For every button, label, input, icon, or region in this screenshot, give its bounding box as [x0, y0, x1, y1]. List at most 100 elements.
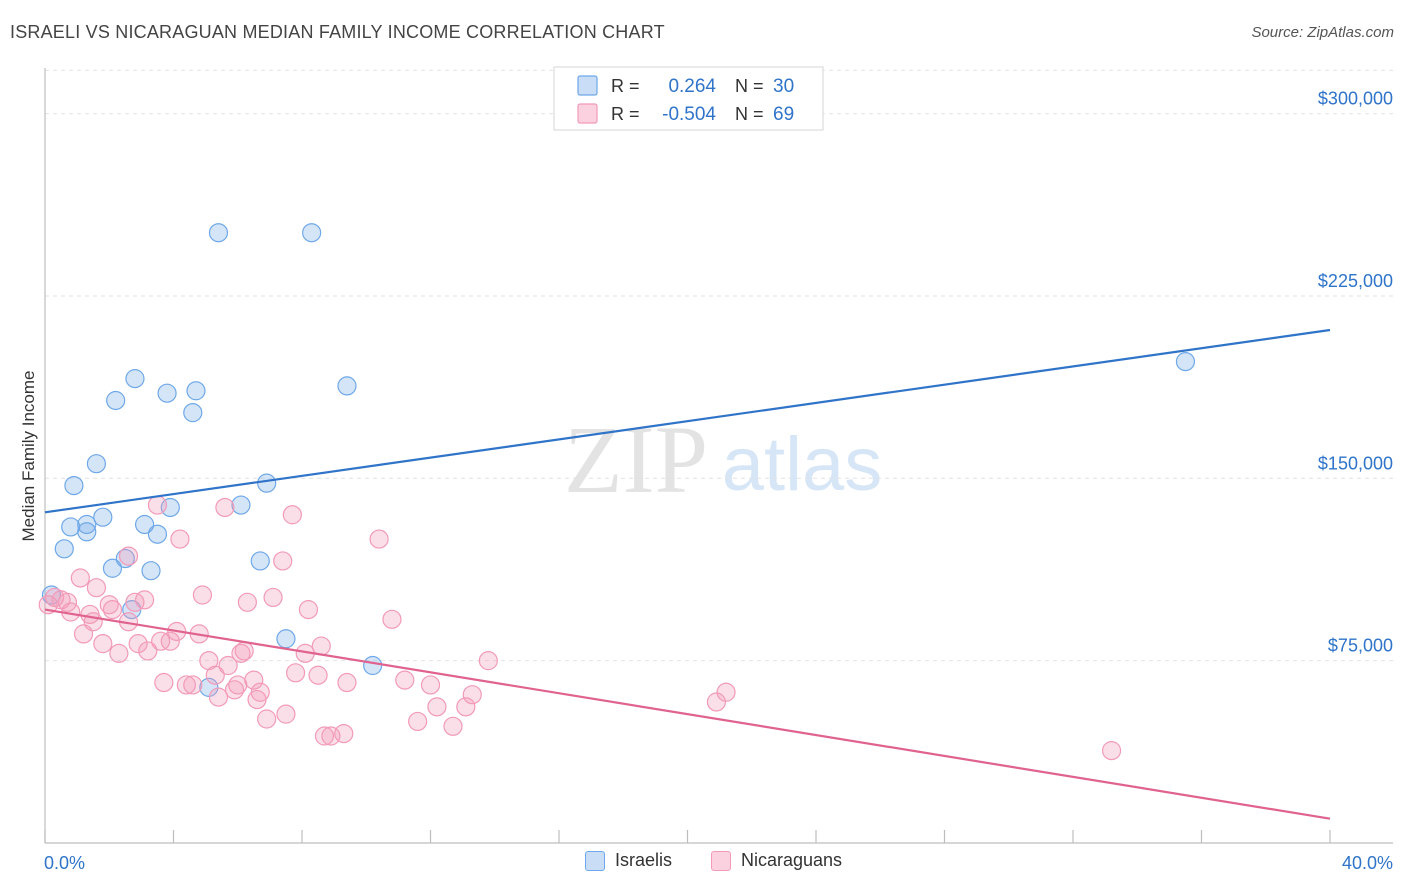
legend-n-value-israelis: 30 [773, 76, 794, 97]
legend-n-value-nicaraguans: 69 [773, 104, 794, 125]
watermark-atlas: atlas [722, 422, 883, 507]
israelis-point [363, 655, 383, 676]
nicaraguans-point [234, 641, 254, 661]
chart-title: ISRAELI VS NICARAGUAN MEDIAN FAMILY INCO… [10, 22, 665, 42]
legend-item-israelis: Israelis [585, 850, 672, 871]
israelis-point [250, 551, 270, 571]
watermark-zip: ZIP [564, 406, 708, 513]
nicaraguans-point [706, 692, 727, 712]
nicaraguans-point [716, 682, 736, 702]
nicaraguans-point [176, 675, 196, 695]
legend-swatch-nicaraguans [577, 103, 598, 124]
nicaraguans-points [38, 495, 1122, 761]
nicaraguans-point [208, 687, 229, 707]
nicaraguans-point [228, 675, 248, 695]
y-tick-label: $75,000 [1328, 636, 1393, 656]
nicaraguans-point [244, 670, 264, 690]
israelis-point [86, 454, 107, 474]
nicaraguans-point [147, 495, 168, 515]
israelis-point [337, 376, 357, 396]
nicaraguans-point [160, 631, 180, 651]
nicaraguans-point [462, 685, 482, 705]
nicaraguans-point [192, 585, 213, 605]
legend-swatch-israelis [577, 75, 598, 96]
y-tick-label: $300,000 [1318, 89, 1393, 109]
legend-r-value-nicaraguans: -0.504 [662, 104, 716, 125]
israelis-point [276, 629, 296, 649]
nicaraguans-point [138, 641, 158, 661]
y-axis-label: Median Family Income [19, 370, 38, 541]
nicaraguans-point [478, 651, 498, 671]
israelis-point [115, 548, 135, 569]
axes [44, 68, 1393, 844]
nicaraguans-point [215, 497, 235, 518]
legend-n-label-israelis: N = [735, 76, 764, 96]
nicaraguans-point [337, 672, 357, 693]
israelis-point [231, 495, 251, 515]
nicaraguans-point [128, 634, 148, 654]
nicaraguans-point [218, 655, 238, 676]
israelis-point [183, 403, 203, 423]
nicaraguans-point [285, 663, 306, 683]
nicaraguans-point [183, 675, 203, 695]
israelis-point [157, 383, 177, 403]
nicaraguans-point [382, 609, 402, 629]
nicaraguans-point [314, 726, 335, 746]
correlation-legend: R = 0.264 N = 30 R = -0.504 N = 69 [553, 66, 824, 131]
nicaraguans-point [70, 568, 90, 588]
israelis-point [208, 223, 229, 243]
nicaraguans-trend-line [44, 608, 1331, 820]
nicaraguans-point [308, 665, 328, 685]
nicaraguans-point [170, 529, 190, 549]
legend-item-nicaraguans: Nicaraguans [711, 850, 842, 871]
legend-n-label-nicaraguans: N = [735, 104, 764, 124]
nicaraguans-point [205, 665, 225, 685]
nicaraguans-point [237, 592, 257, 612]
israelis-point [125, 369, 145, 389]
legend-swatch-nicaraguans [711, 850, 731, 871]
nicaraguans-point [395, 670, 415, 690]
x-tick-label-max: 40.0% [1342, 853, 1393, 873]
nicaraguans-point [298, 599, 319, 620]
zipatlas-watermark: ZIP atlas [564, 406, 882, 513]
nicaraguans-point [93, 634, 113, 654]
nicaraguans-point [273, 551, 293, 571]
y-tick-label: $150,000 [1318, 453, 1393, 473]
israelis-point [141, 561, 161, 581]
nicaraguans-point [1101, 741, 1122, 761]
nicaraguans-point [151, 631, 171, 651]
israelis-point [257, 473, 277, 493]
legend-r-label-israelis: R = [611, 76, 640, 96]
nicaraguans-point [369, 529, 389, 549]
nicaraguans-point [311, 636, 331, 656]
x-tick-label-min: 0.0% [44, 853, 85, 873]
nicaraguans-point [334, 723, 354, 744]
israelis-point [93, 507, 113, 527]
source-credit: Source: ZipAtlas.com [1251, 24, 1394, 41]
israelis-point [61, 517, 81, 537]
israelis-point [134, 514, 155, 535]
nicaraguans-point [134, 590, 155, 610]
nicaraguans-point [257, 709, 277, 729]
israelis-trend-line [44, 328, 1331, 514]
israelis-point [199, 677, 219, 697]
nicaraguans-point [408, 711, 428, 732]
israelis-point [64, 475, 84, 496]
legend-r-label-nicaraguans: R = [611, 104, 640, 124]
israelis-points [41, 223, 1196, 697]
y-tick-label: $225,000 [1318, 271, 1393, 291]
nicaraguans-point [38, 595, 58, 615]
series-legend: Israelis Nicaraguans [0, 850, 1406, 880]
nicaraguans-point [86, 578, 107, 598]
nicaraguans-point [420, 675, 441, 695]
nicaraguans-point [427, 697, 447, 717]
nicaraguans-point [263, 587, 283, 608]
israelis-point [77, 522, 97, 542]
legend-label-nicaraguans: Nicaraguans [741, 850, 843, 870]
y-tick-labels: $75,000 $150,000 $225,000 $300,000 [1318, 89, 1393, 656]
israelis-point [186, 381, 206, 401]
israelis-point [147, 524, 168, 544]
legend-swatch-israelis [585, 850, 605, 871]
nicaraguans-point [231, 643, 251, 663]
